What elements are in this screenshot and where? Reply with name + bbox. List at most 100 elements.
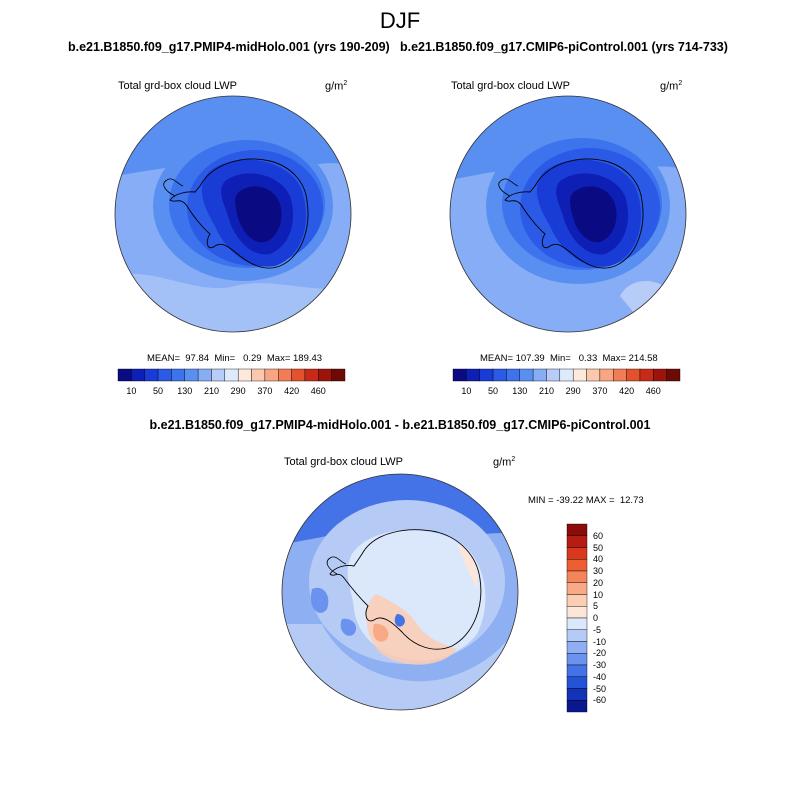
colorbar-tick-label: 460 — [645, 386, 661, 396]
colorbar-tick-label: 130 — [512, 386, 528, 396]
colorbar-swatch — [613, 368, 627, 382]
colorbar-swatch — [519, 368, 534, 382]
colorbar-swatch — [599, 368, 614, 382]
polar-map-difference — [281, 473, 519, 711]
colorbar-tick-label: 10 — [461, 386, 472, 396]
antarctica-coastline-right — [504, 158, 644, 269]
colorbar-tick-label: 420 — [284, 386, 300, 396]
colorbar-tick-label: -20 — [593, 648, 607, 659]
colorbar-swatch — [566, 570, 588, 583]
colorbar-swatch — [224, 368, 239, 382]
colorbar-tick-label: -40 — [593, 671, 607, 682]
colorbar-swatch — [264, 368, 279, 382]
season-title: DJF — [379, 8, 421, 33]
colorbar-swatch — [479, 368, 494, 382]
colorbar-swatch — [566, 653, 588, 666]
colorbar-tick-label: -60 — [593, 695, 607, 706]
colorbar-swatch — [197, 368, 212, 382]
units-left: g/m2 — [325, 80, 348, 93]
stats-left: MEAN= 97.84 Min= 0.29 Max= 189.43 — [147, 353, 323, 364]
colorbar-tick-label: 290 — [230, 386, 246, 396]
colorbar-swatch — [566, 664, 588, 677]
colorbar-right — [452, 368, 681, 382]
colorbar-swatch — [566, 535, 588, 548]
colorbar-swatch — [566, 617, 588, 630]
difference-units: g/m2 — [493, 456, 516, 469]
colorbar-tick-label: 50 — [488, 386, 499, 396]
colorbar-swatch — [278, 368, 292, 382]
colorbar-swatch — [626, 368, 641, 382]
difference-panel-title: Total grd-box cloud LWP — [284, 456, 404, 468]
colorbar-swatch — [566, 594, 588, 607]
case-title-left: b.e21.B1850.f09_g17.PMIP4-midHolo.001 (y… — [68, 40, 390, 54]
difference-stats: MIN = -39.22 MAX = 12.73 — [528, 495, 644, 506]
colorbar-swatch — [318, 368, 332, 382]
colorbar-tick-label: -10 — [593, 636, 607, 647]
colorbar-swatch — [157, 368, 172, 382]
polar-map-left — [114, 95, 352, 333]
colorbar-swatch — [211, 368, 226, 382]
colorbar-swatch — [546, 368, 561, 382]
colorbar-swatch — [653, 368, 667, 382]
colorbar-tick-label: 5 — [593, 601, 599, 612]
colorbar-swatch — [572, 368, 587, 382]
colorbar-tick-label: 420 — [619, 386, 635, 396]
colorbar-swatch — [506, 368, 520, 382]
colorbar-swatch — [566, 523, 588, 536]
colorbar-tick-label: 370 — [592, 386, 608, 396]
colorbar-tick-label: 370 — [257, 386, 273, 396]
colorbar-swatch — [144, 368, 159, 382]
antarctica-coastline-left — [169, 158, 309, 269]
colorbar-swatch — [566, 547, 588, 560]
colorbar-swatch — [532, 368, 547, 382]
colorbar-tick-label: 30 — [593, 566, 604, 576]
colorbar-swatch — [586, 368, 601, 382]
colorbar-swatch — [666, 368, 681, 382]
colorbar-tick-label: 40 — [593, 554, 604, 565]
colorbar-swatch — [559, 368, 574, 382]
colorbar-swatch — [566, 629, 588, 642]
colorbar-swatch — [291, 368, 306, 382]
colorbar-tick-label: -5 — [593, 624, 602, 635]
colorbar-tick-label: 50 — [593, 542, 604, 553]
colorbar-swatch — [171, 368, 185, 382]
colorbar-tick-label: 0 — [593, 613, 599, 623]
colorbar-swatch — [452, 368, 467, 382]
colorbar-swatch — [492, 368, 507, 382]
polar-map-right — [449, 95, 687, 333]
panel-title-right: Total grd-box cloud LWP — [451, 80, 571, 92]
colorbar-swatch — [117, 368, 132, 382]
colorbar-swatch — [566, 559, 588, 572]
colorbar-swatch — [639, 368, 654, 382]
colorbar-tick-label: 210 — [538, 386, 554, 396]
colorbar-swatch — [184, 368, 199, 382]
colorbar-swatch — [331, 368, 346, 382]
stats-right: MEAN= 107.39 Min= 0.33 Max= 214.58 — [480, 353, 658, 364]
units-right: g/m2 — [660, 80, 683, 93]
colorbar-tick-label: 210 — [203, 386, 219, 396]
colorbar-swatch — [566, 688, 588, 701]
colorbar-swatch — [131, 368, 145, 382]
colorbar-difference — [566, 523, 588, 713]
colorbar-right-ticks: 10 50 130 210 290 370 420 460 — [453, 386, 680, 398]
difference-title: b.e21.B1850.f09_g17.PMIP4-midHolo.001 - … — [149, 418, 651, 432]
colorbar-swatch — [251, 368, 266, 382]
colorbar-tick-label: 20 — [593, 577, 604, 588]
colorbar-swatch — [566, 606, 588, 619]
colorbar-swatch — [304, 368, 319, 382]
colorbar-swatch — [466, 368, 480, 382]
colorbar-tick-label: 60 — [593, 530, 604, 541]
colorbar-swatch — [566, 700, 588, 713]
colorbar-swatch — [566, 676, 588, 689]
colorbar-tick-label: 50 — [153, 386, 164, 396]
colorbar-tick-label: 460 — [310, 386, 326, 396]
case-title-right: b.e21.B1850.f09_g17.CMIP6-piControl.001 … — [400, 40, 728, 54]
colorbar-tick-label: 10 — [126, 386, 137, 396]
colorbar-swatch — [237, 368, 252, 382]
colorbar-tick-label: -50 — [593, 683, 607, 694]
antarctica-coastline-difference — [329, 529, 482, 650]
colorbar-tick-label: -30 — [593, 660, 607, 670]
colorbar-left-ticks: 10 50 130 210 290 370 420 460 — [118, 386, 345, 398]
colorbar-swatch — [566, 641, 588, 654]
colorbar-left — [117, 368, 346, 382]
